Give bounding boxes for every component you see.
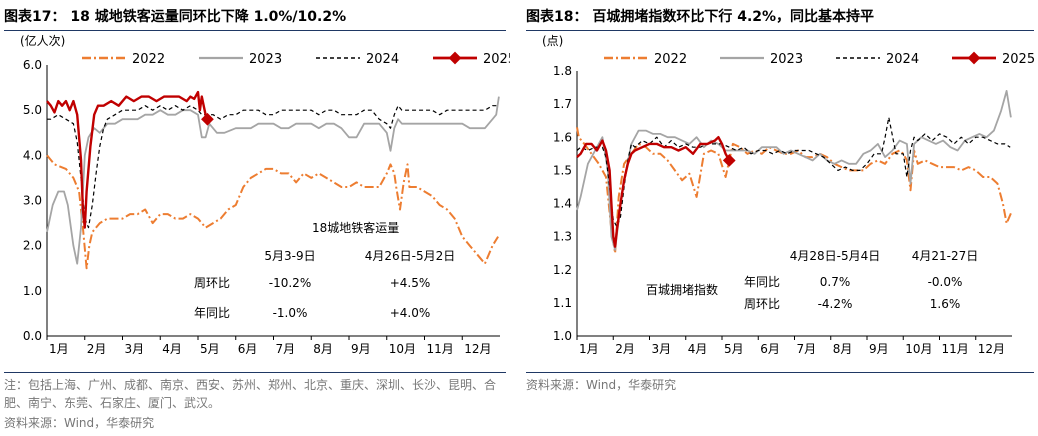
annotation-col1-header: 4月28日-5月4日: [790, 249, 881, 263]
y-tick-label: 1.3: [553, 230, 572, 244]
x-tick-label: 9月: [869, 342, 889, 356]
series-last-point-2025: [722, 154, 736, 167]
series-line-2023: [46, 96, 500, 265]
annotation-row-label: 周环比: [194, 276, 230, 290]
x-tick-label: 7月: [797, 342, 817, 356]
annotation-col2-header: 4月26日-5月2日: [365, 249, 456, 263]
y-tick-label: 1.0: [553, 329, 572, 343]
y-unit-label: (点): [542, 34, 563, 48]
x-tick-label: 5月: [724, 342, 744, 356]
title-rule: [4, 30, 506, 31]
title-rule: [526, 30, 1034, 31]
bottom-rule: [526, 372, 1034, 373]
y-tick-label: 1.2: [553, 263, 572, 277]
bottom-rule: [4, 372, 506, 373]
y-tick-label: 1.8: [553, 64, 572, 78]
legend-label-2022: 2022: [654, 52, 687, 67]
y-tick-label: 6.0: [23, 58, 42, 72]
x-tick-label: 3月: [652, 342, 672, 356]
legend-label-2024: 2024: [366, 52, 399, 67]
x-tick-label: 12月: [464, 342, 491, 356]
annotation-row-value: -4.2%: [818, 297, 853, 311]
annotation-row-value: -1.0%: [273, 306, 308, 320]
legend-marker-2025: [448, 51, 462, 65]
annotation-row-value: -10.2%: [269, 276, 311, 290]
x-tick-label: 6月: [238, 342, 258, 356]
annotation-row-label: 年同比: [194, 306, 230, 320]
x-tick-label: 1月: [49, 342, 69, 356]
annotation-row-label: 年同比: [744, 275, 780, 289]
annotation-col2-header: 4月21-27日: [912, 249, 979, 263]
series-line-2024: [576, 116, 1011, 228]
figure-17-title: 图表17： 18 城地铁客运量同环比下降 1.0%/10.2%: [4, 9, 347, 25]
x-tick-label: 4月: [162, 342, 182, 356]
series-last-point-2025: [201, 112, 214, 126]
legend-label-2024: 2024: [886, 52, 919, 67]
annotation-heading: 百城拥堵指数: [646, 282, 718, 297]
legend-label-2023: 2023: [770, 52, 803, 67]
y-tick-label: 1.4: [553, 197, 572, 211]
x-tick-label: 12月: [978, 342, 1005, 356]
x-tick-label: 4月: [688, 342, 708, 356]
y-tick-label: 1.6: [553, 130, 572, 144]
legend-label-2025: 2025: [1002, 52, 1035, 67]
y-tick-label: 0.0: [23, 329, 42, 343]
y-tick-label: 1.5: [553, 163, 572, 177]
x-tick-label: 2月: [87, 342, 107, 356]
annotation-row-value: 1.6%: [930, 297, 961, 311]
y-unit-label: (亿人次): [20, 33, 65, 48]
annotation-row-label: 周环比: [744, 297, 780, 311]
y-tick-label: 4.0: [23, 148, 42, 162]
series-line-2025: [46, 90, 209, 229]
x-tick-label: 6月: [760, 342, 780, 356]
annotation-row-value: 0.7%: [820, 275, 851, 289]
legend-label-2022: 2022: [132, 52, 165, 67]
x-tick-label: 7月: [276, 342, 296, 356]
x-tick-label: 11月: [427, 342, 454, 356]
annotation-row-value: +4.0%: [390, 306, 431, 320]
cities-note: 注：包括上海、广州、成都、南京、西安、苏州、郑州、北京、重庆、深圳、长沙、昆明、…: [4, 378, 497, 410]
source-text: 资料来源：Wind，华泰研究: [526, 378, 677, 392]
x-tick-label: 2月: [615, 342, 635, 356]
congestion-index-chart: (点) 1.0 1.1 1.2 1.3 1.4 1.5 1.6 1.7 1.8 1月 2月 3月 4月 5月…: [542, 34, 1035, 356]
x-tick-label: 3月: [125, 342, 145, 356]
x-tick-label: 10月: [905, 342, 932, 356]
x-tick-label: 10月: [389, 342, 416, 356]
x-tick-label: 9月: [351, 342, 371, 356]
annotation-row-value: +4.5%: [390, 276, 431, 290]
annotation-col1-header: 5月3-9日: [264, 249, 315, 263]
y-tick-label: 5.0: [23, 103, 42, 117]
series-line-2022: [46, 154, 499, 270]
x-tick-label: 5月: [200, 342, 220, 356]
legend-label-2025: 2025: [483, 52, 510, 67]
legend-marker-2025: [967, 51, 981, 65]
legend: 2022 2023 2024 2025: [604, 51, 1035, 67]
x-tick-label: 8月: [833, 342, 853, 356]
x-tick-label: 8月: [313, 342, 333, 356]
x-tick-label: 1月: [579, 342, 599, 356]
figure-18-title: 图表18： 百城拥堵指数环比下行 4.2%，同比基本持平: [526, 9, 875, 25]
metro-ridership-chart: (亿人次) 0.0 1.0 2.0 3.0 4.0 5.0 6.0 1月 2月 3月 4月 5月 6月 7月…: [20, 33, 510, 356]
annotation-heading: 18城地铁客运量: [312, 220, 399, 235]
y-tick-label: 3.0: [23, 194, 42, 208]
series-line-2025: [576, 135, 731, 248]
y-tick-label: 2.0: [23, 239, 42, 253]
y-tick-label: 1.1: [553, 296, 572, 310]
y-tick-label: 1.0: [23, 284, 42, 298]
congestion-index-panel: 图表18： 百城拥堵指数环比下行 4.2%，同比基本持平 (点) 1.0 1.1 1.…: [522, 0, 1038, 436]
series-line-2023: [576, 90, 1012, 251]
series-line-2024: [47, 105, 499, 229]
source-text: 资料来源：Wind，华泰研究: [4, 416, 155, 430]
legend: 2022 2023 2024 2025: [82, 51, 510, 67]
legend-label-2023: 2023: [249, 52, 282, 67]
annotation-row-value: -0.0%: [928, 275, 963, 289]
x-tick-label: 11月: [942, 342, 969, 356]
metro-ridership-panel: 图表17： 18 城地铁客运量同环比下降 1.0%/10.2% (亿人次) 0.0…: [0, 0, 510, 436]
y-tick-label: 1.7: [553, 97, 572, 111]
